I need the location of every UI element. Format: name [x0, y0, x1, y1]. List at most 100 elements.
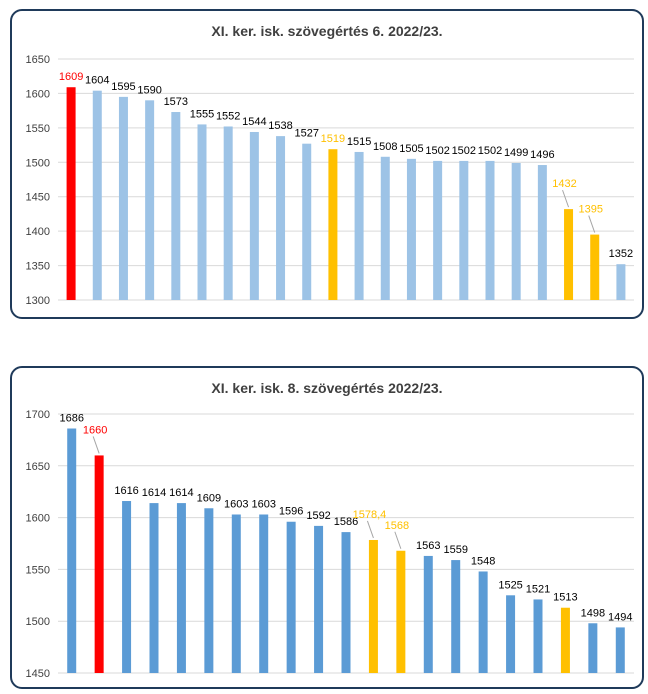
- bar: [406, 158, 416, 300]
- bar: [341, 532, 351, 673]
- data-label: 1573: [164, 96, 188, 108]
- y-tick-label: 1650: [26, 54, 50, 66]
- bar: [223, 126, 233, 300]
- data-label: 1578,4: [353, 509, 387, 521]
- bar: [590, 234, 600, 300]
- data-label: 1352: [609, 248, 633, 260]
- data-label: 1609: [59, 71, 83, 83]
- bar: [588, 623, 598, 673]
- data-label: 1586: [334, 516, 358, 528]
- leader-line: [562, 189, 570, 208]
- data-label: 1559: [443, 544, 467, 556]
- data-label: 1595: [111, 81, 135, 93]
- bar: [145, 100, 155, 300]
- bar: [302, 143, 312, 300]
- bar: [511, 162, 521, 300]
- bar: [506, 595, 516, 673]
- bar: [94, 455, 104, 673]
- bar: [560, 607, 570, 673]
- y-tick-label: 1600: [26, 513, 50, 525]
- data-label: 1548: [471, 555, 495, 567]
- bar: [314, 525, 324, 673]
- bar: [249, 131, 259, 300]
- data-label: 1590: [137, 84, 161, 96]
- bar: [276, 136, 286, 300]
- chart-panel-grade6: XI. ker. isk. szövegértés 6. 2022/23. 13…: [10, 9, 644, 319]
- leader-line: [366, 520, 374, 539]
- data-label: 1499: [504, 147, 528, 159]
- data-label: 1513: [553, 592, 577, 604]
- leader-line: [92, 436, 100, 454]
- bar: [197, 124, 207, 301]
- y-tick-label: 1500: [26, 616, 50, 628]
- data-label: 1552: [216, 110, 240, 122]
- data-label: 1515: [347, 136, 371, 148]
- bar: [259, 514, 269, 673]
- data-label: 1502: [478, 145, 502, 157]
- data-label: 1568: [385, 520, 409, 532]
- bar: [478, 571, 488, 673]
- data-label: 1563: [416, 540, 440, 552]
- bar: [380, 156, 390, 300]
- y-tick-label: 1300: [26, 295, 50, 307]
- y-tick-label: 1550: [26, 123, 50, 135]
- bar: [67, 428, 77, 673]
- y-tick-label: 1700: [26, 409, 50, 421]
- data-label: 1502: [425, 145, 449, 157]
- chart-panel-grade8: XI. ker. isk. 8. szövegértés 2022/23. 14…: [10, 366, 644, 689]
- y-tick-label: 1650: [26, 461, 50, 473]
- bar: [423, 555, 433, 673]
- bar: [433, 160, 443, 300]
- bar: [171, 112, 181, 301]
- bar: [616, 264, 626, 300]
- data-label: 1521: [526, 583, 550, 595]
- bar: [204, 508, 214, 673]
- data-label: 1614: [169, 487, 193, 499]
- bar: [286, 521, 296, 673]
- data-label: 1525: [498, 579, 522, 591]
- data-label: 1596: [279, 506, 303, 518]
- bar: [396, 550, 406, 673]
- bar: [533, 599, 543, 673]
- leader-line: [394, 531, 402, 549]
- data-label: 1604: [85, 75, 109, 87]
- data-label: 1498: [581, 607, 605, 619]
- leader-line: [588, 215, 596, 233]
- bar: [459, 160, 469, 300]
- bar: [485, 160, 495, 300]
- bar: [328, 149, 338, 300]
- bar: [368, 539, 378, 673]
- y-tick-label: 1400: [26, 226, 50, 238]
- data-label: 1502: [452, 145, 476, 157]
- y-tick-label: 1450: [26, 668, 50, 680]
- data-label: 1494: [608, 611, 632, 623]
- bar: [149, 503, 159, 673]
- data-label: 1616: [114, 485, 138, 497]
- bar: [615, 627, 625, 673]
- bar: [92, 90, 102, 300]
- data-label: 1660: [83, 424, 107, 436]
- data-label: 1519: [321, 133, 345, 145]
- data-label: 1432: [552, 178, 576, 190]
- bar: [537, 165, 547, 300]
- chart-title: XI. ker. isk. szövegértés 6. 2022/23.: [211, 23, 443, 39]
- bar: [122, 501, 132, 673]
- data-label: 1609: [197, 492, 221, 504]
- data-label: 1395: [578, 204, 602, 216]
- bar: [231, 514, 241, 673]
- data-label: 1592: [306, 510, 330, 522]
- chart-title: XI. ker. isk. 8. szövegértés 2022/23.: [211, 380, 443, 396]
- y-tick-label: 1500: [26, 157, 50, 169]
- bar: [66, 87, 76, 300]
- data-label: 1614: [142, 487, 166, 499]
- data-label: 1538: [268, 120, 292, 132]
- data-label: 1496: [530, 149, 554, 161]
- bar: [118, 96, 128, 300]
- data-label: 1505: [399, 143, 423, 155]
- y-tick-label: 1350: [26, 261, 50, 273]
- y-tick-label: 1550: [26, 564, 50, 576]
- data-label: 1508: [373, 141, 397, 153]
- bar: [564, 209, 574, 300]
- data-label: 1527: [294, 128, 318, 140]
